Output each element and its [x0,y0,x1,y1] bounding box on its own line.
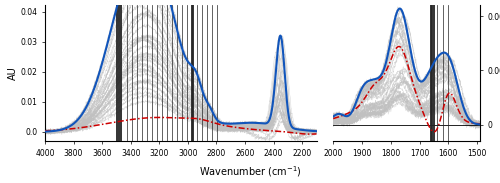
Text: Wavenumber (cm$^{-1}$): Wavenumber (cm$^{-1}$) [198,165,302,179]
Bar [192,5,194,141]
Bar [430,5,436,141]
Y-axis label: AU: AU [8,66,18,80]
Bar [116,5,122,141]
